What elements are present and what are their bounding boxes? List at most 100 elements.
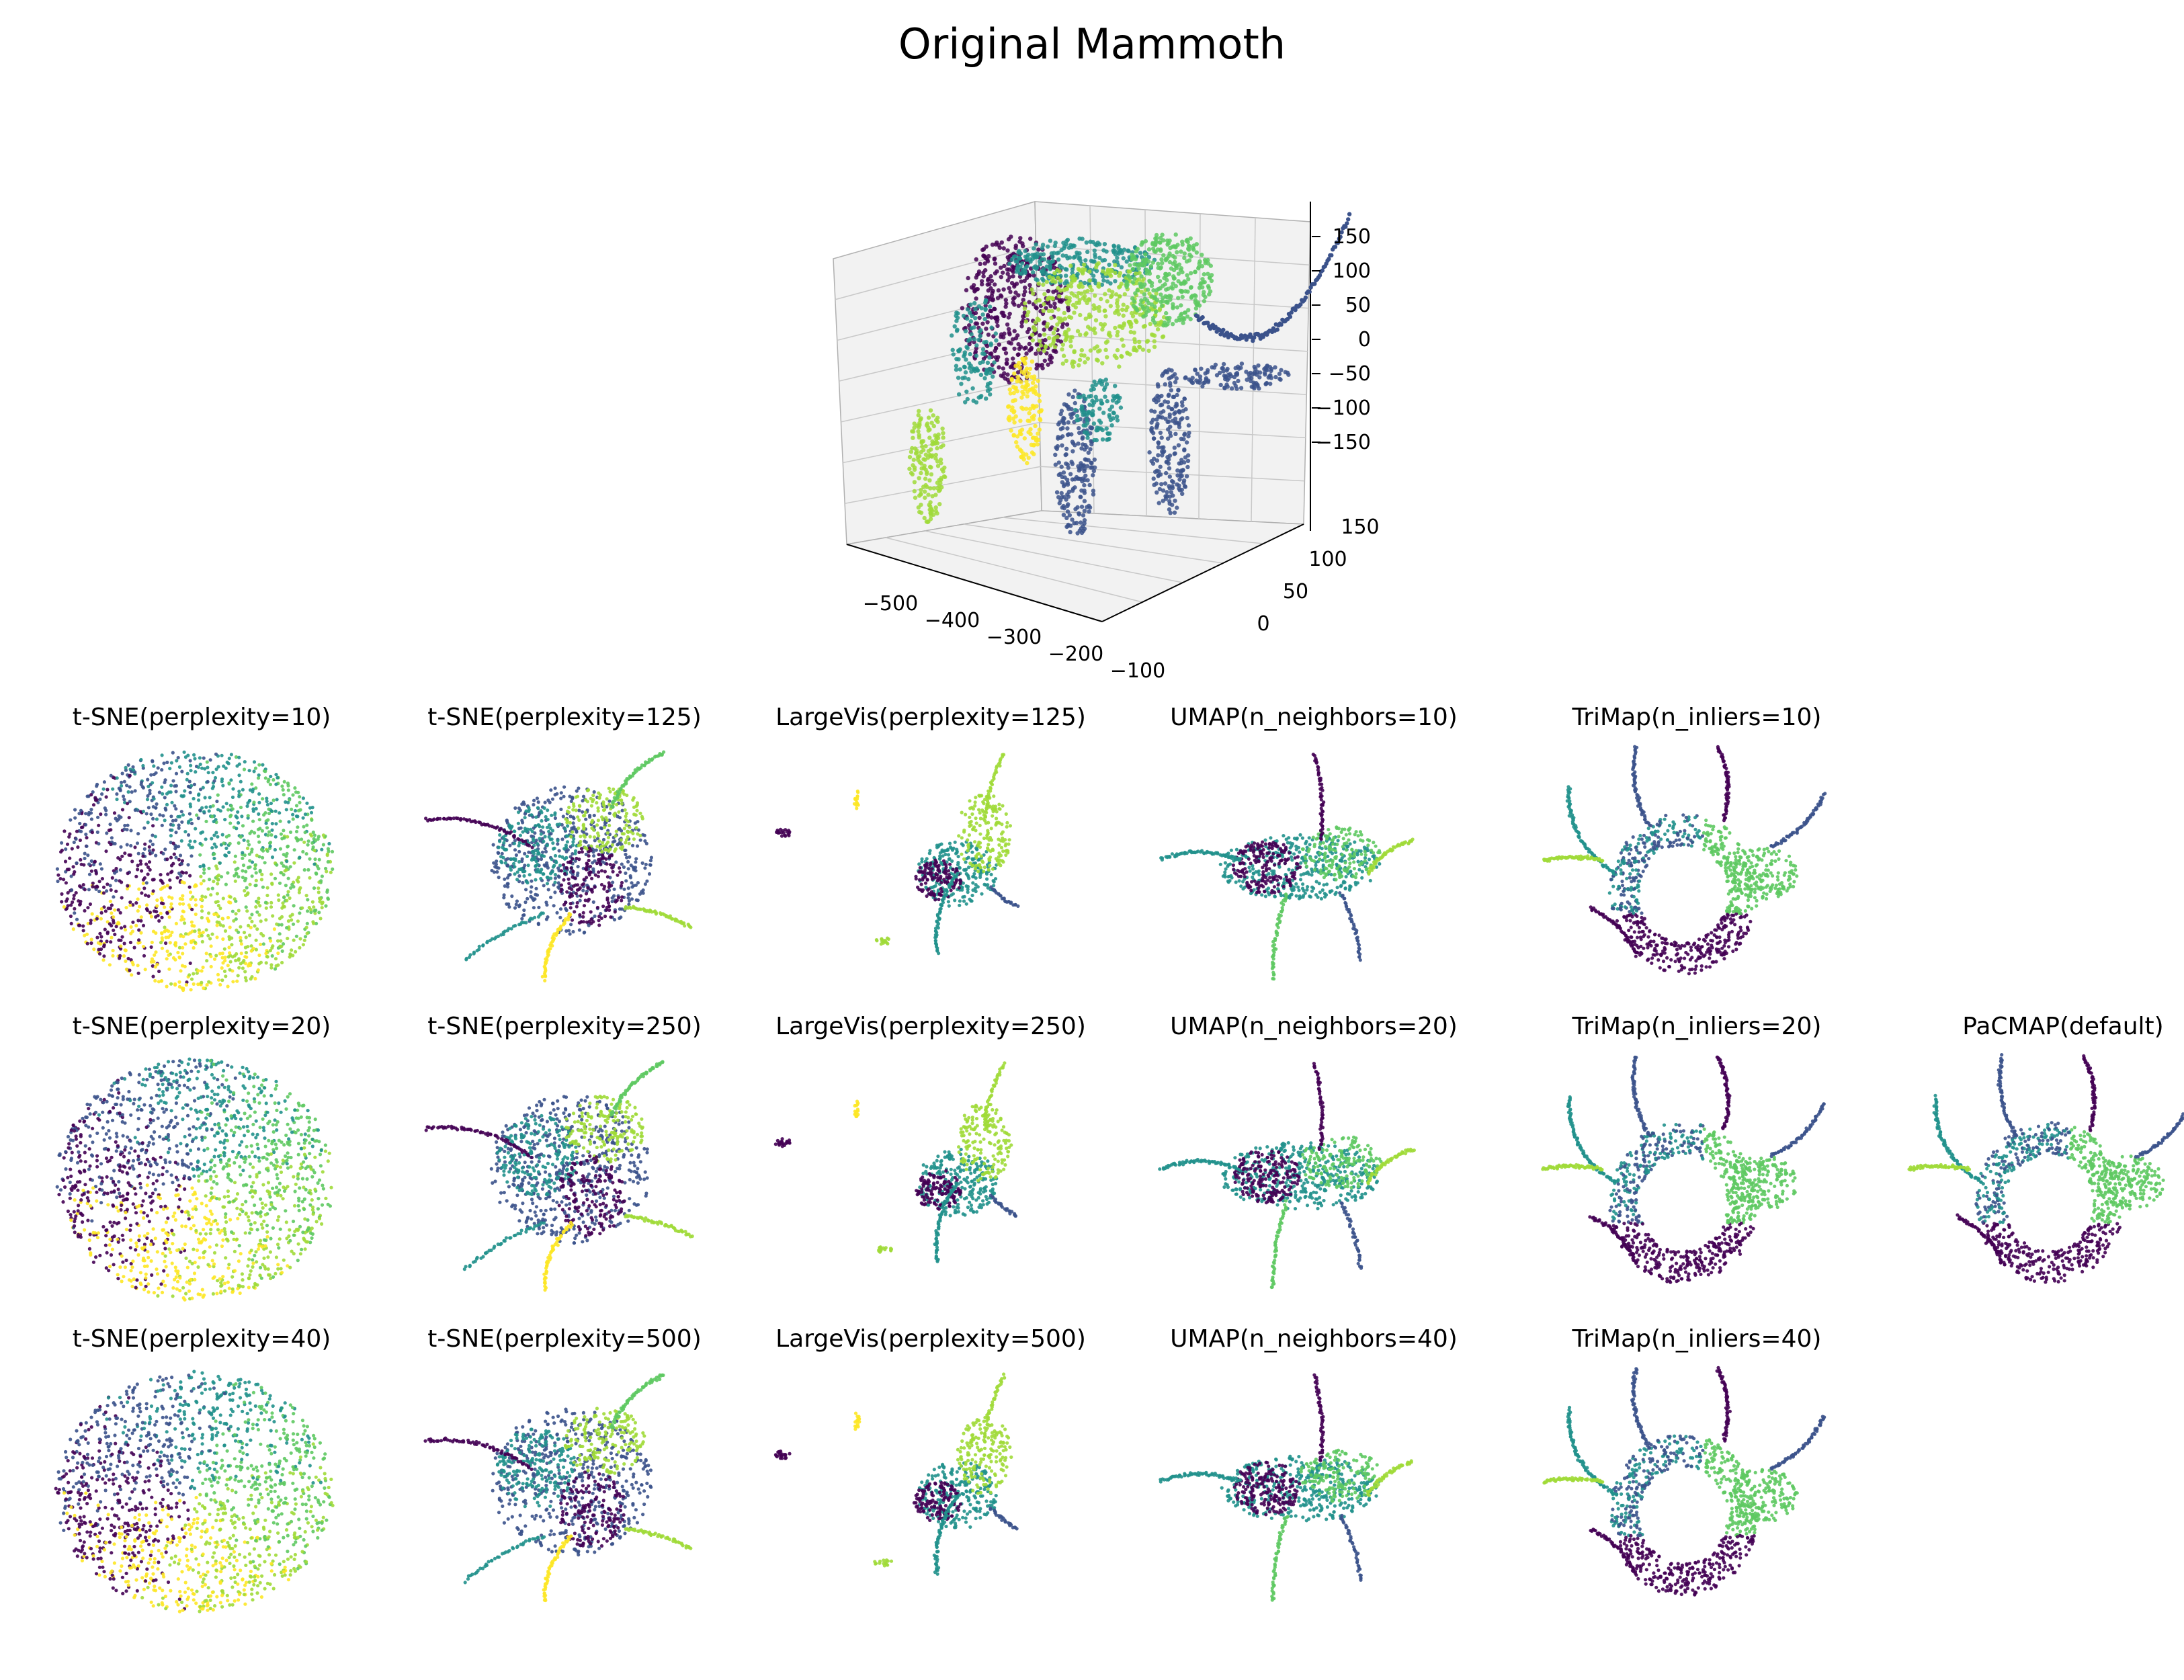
embedding-point xyxy=(288,830,293,834)
embedding-point xyxy=(549,788,553,792)
mammoth-point xyxy=(1057,420,1062,425)
embedding-point xyxy=(69,921,73,925)
embedding-point xyxy=(227,850,231,855)
mammoth-point xyxy=(1051,341,1056,345)
mammoth-point xyxy=(1167,412,1172,417)
embedding-point xyxy=(281,901,285,905)
mammoth-point xyxy=(1081,463,1087,468)
mammoth-point xyxy=(1087,509,1091,514)
mammoth-point xyxy=(1056,257,1061,262)
embedding-point xyxy=(636,832,640,836)
embedding-point xyxy=(512,829,516,833)
embedding-point xyxy=(500,861,504,865)
mammoth-point xyxy=(989,351,994,356)
embedding-point xyxy=(620,808,624,812)
embedding-point xyxy=(142,954,146,958)
embedding-point xyxy=(577,857,581,862)
mammoth-point xyxy=(1031,435,1036,440)
mammoth-point xyxy=(1198,380,1202,385)
embedding-point xyxy=(93,869,97,873)
embedding-point xyxy=(87,888,91,892)
mammoth-point xyxy=(1156,445,1161,450)
embedding-point xyxy=(539,857,544,862)
mammoth-point xyxy=(1120,337,1124,342)
mammoth-point xyxy=(966,338,971,343)
embedding-point xyxy=(246,801,250,805)
embedding-point xyxy=(271,914,275,918)
embedding-point xyxy=(523,851,527,855)
mammoth-point xyxy=(1152,482,1157,487)
mammoth-point xyxy=(1027,327,1032,332)
embedding-point xyxy=(153,978,157,983)
mammoth-point xyxy=(1187,252,1192,257)
embedding-point xyxy=(138,905,142,909)
embedding-point xyxy=(529,890,533,894)
embedding-point xyxy=(89,817,93,821)
embedding-point xyxy=(151,805,155,809)
mammoth-point xyxy=(1046,288,1051,294)
embedding-point xyxy=(181,902,185,906)
embedding-point xyxy=(613,849,617,853)
mammoth-point xyxy=(912,467,917,472)
embedding-point xyxy=(153,965,157,969)
mammoth-point xyxy=(976,304,982,309)
mammoth-point xyxy=(1155,327,1161,332)
embedding-point xyxy=(235,764,239,768)
mammoth-point xyxy=(925,425,931,430)
mammoth-point xyxy=(1036,437,1041,442)
embedding-point xyxy=(643,839,647,843)
embedding-point xyxy=(233,879,237,883)
embedding-point xyxy=(110,836,114,840)
mammoth-point xyxy=(976,337,981,343)
embedding-point xyxy=(324,904,328,908)
mammoth-point xyxy=(1082,353,1087,358)
embedding-point xyxy=(214,954,218,958)
embedding-point xyxy=(125,828,129,832)
mammoth-point xyxy=(1056,435,1060,439)
mammoth-point xyxy=(1052,301,1057,306)
embedding-point xyxy=(159,911,163,915)
embedding-point xyxy=(264,906,268,910)
mammoth-point xyxy=(1198,282,1203,286)
embedding-point xyxy=(624,871,628,875)
embedding-point xyxy=(144,862,149,866)
embedding-point xyxy=(171,779,175,783)
embedding-point xyxy=(309,910,313,915)
embedding-point xyxy=(560,855,564,859)
embedding-point xyxy=(279,871,283,875)
embedding-point xyxy=(504,858,508,862)
embedding-point xyxy=(204,819,208,823)
mammoth-point xyxy=(1078,258,1083,263)
embedding-point xyxy=(575,905,579,909)
embedding-point xyxy=(267,807,271,811)
mammoth-point xyxy=(1048,327,1052,331)
mammoth-point xyxy=(1085,417,1089,422)
embedding-point xyxy=(308,876,312,880)
embedding-point xyxy=(640,814,644,818)
mammoth-point xyxy=(1115,255,1120,260)
mammoth-point xyxy=(1160,261,1165,265)
embedding-point xyxy=(274,822,278,826)
embedding-point xyxy=(631,831,635,835)
mammoth-point xyxy=(1206,284,1211,289)
embedding-point xyxy=(169,784,173,788)
mammoth-point xyxy=(1081,513,1086,518)
embedding-point xyxy=(119,926,124,930)
embedding-point xyxy=(245,886,249,890)
embedding-point xyxy=(198,841,202,845)
embedding-point xyxy=(222,947,226,951)
mammoth-point xyxy=(1099,401,1105,406)
embedding-point xyxy=(605,905,609,909)
embedding-point xyxy=(220,753,224,757)
embedding-point xyxy=(99,935,103,939)
mammoth-point xyxy=(1107,415,1112,419)
mammoth-point xyxy=(1104,426,1109,431)
embedding-point xyxy=(635,808,639,812)
embedding-point xyxy=(251,819,255,823)
embedding-point xyxy=(523,812,527,816)
embedding-point xyxy=(610,843,614,847)
embedding-point xyxy=(618,866,622,870)
embedding-point xyxy=(566,834,570,838)
mammoth-point xyxy=(986,314,991,319)
embedding-point xyxy=(638,833,642,837)
